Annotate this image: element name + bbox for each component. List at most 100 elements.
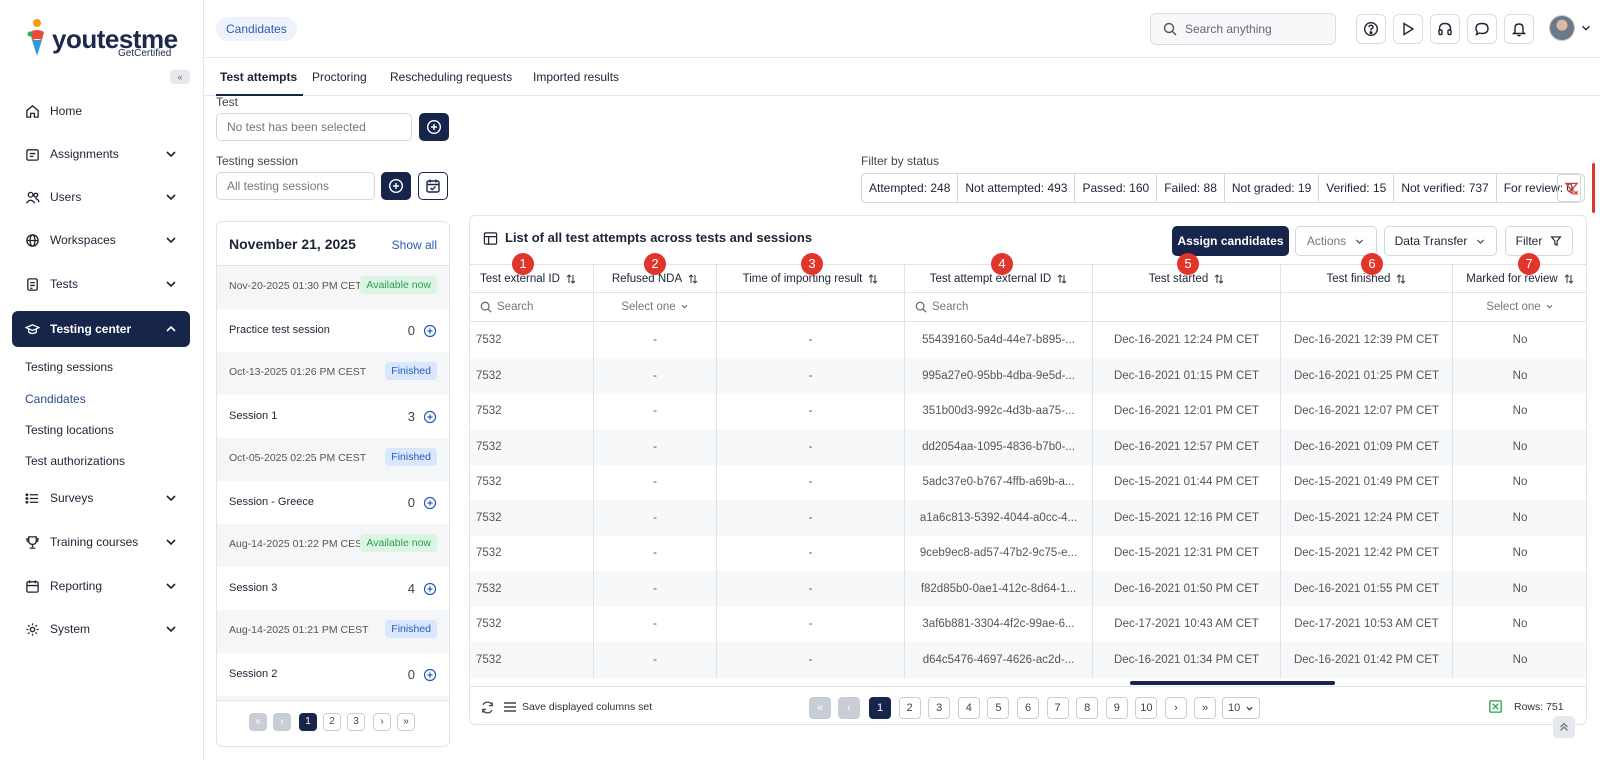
status-not-attempted[interactable]: Not attempted: 493 [958, 174, 1076, 202]
breadcrumb[interactable]: Candidates [216, 17, 297, 41]
columns-menu-icon[interactable] [503, 700, 517, 714]
page-button[interactable]: 6 [1017, 697, 1039, 719]
first-page-button[interactable]: « [249, 713, 267, 731]
save-columns-link[interactable]: Save displayed columns set [522, 701, 653, 713]
tab-imported-results[interactable]: Imported results [533, 70, 620, 84]
status-passed[interactable]: Passed: 160 [1075, 174, 1158, 202]
session-name-row[interactable]: Session - Greece 0 [217, 481, 449, 524]
session-card[interactable]: Aug-14-2025 01:22 PM CEST Available now … [217, 524, 449, 610]
column-header[interactable]: Test started 5 [1093, 253, 1281, 293]
add-candidate-icon[interactable] [423, 496, 437, 510]
sidebar-item-training-courses[interactable]: Training courses [12, 524, 190, 560]
prev-page-button[interactable]: ‹ [273, 713, 291, 731]
table-row[interactable]: 7532- -9ceb9ec8-ad57-47b2-9c75-e... Dec-15… [470, 535, 1586, 571]
sidebar-item-tests[interactable]: Tests [12, 266, 190, 302]
page-button[interactable]: 4 [957, 697, 980, 719]
clear-filter-button[interactable] [1557, 174, 1585, 202]
page-button[interactable]: 8 [1076, 697, 1099, 719]
table-row[interactable]: 7532- -3af6b881-3304-4f2c-99ae-6... Dec-17… [470, 606, 1586, 642]
status-for-review[interactable]: For review: 0 [1503, 181, 1574, 195]
calendar-view-button[interactable] [418, 172, 448, 200]
page-size-select[interactable]: 10 [1222, 697, 1260, 719]
page-button[interactable]: 2 [898, 697, 921, 719]
session-card[interactable]: Oct-13-2025 01:26 PM CEST Finished Sessi… [217, 352, 449, 438]
table-row[interactable]: 7532- -55439160-5a4d-44e7-b895-... Dec-16-… [470, 322, 1586, 358]
session-name-row[interactable]: Session 2 0 [217, 653, 449, 696]
tab-proctoring[interactable]: Proctoring [312, 70, 367, 84]
play-button[interactable] [1393, 14, 1423, 44]
add-candidate-icon[interactable] [423, 668, 437, 682]
page-button[interactable]: 10 [1135, 697, 1158, 719]
sort-icon[interactable] [862, 273, 878, 285]
subnav-testing-locations[interactable]: Testing locations [25, 423, 114, 437]
column-search-input[interactable]: Search [470, 301, 533, 313]
show-all-link[interactable]: Show all [391, 238, 437, 252]
test-select-input[interactable]: No test has been selected [216, 113, 412, 141]
last-page-button[interactable]: » [1194, 697, 1216, 719]
data-transfer-dropdown[interactable]: Data Transfer [1384, 226, 1497, 256]
testing-session-input[interactable]: All testing sessions [216, 172, 375, 200]
page-button[interactable]: 3 [928, 697, 951, 719]
tab-test-attempts[interactable]: Test attempts [216, 58, 303, 96]
add-candidate-icon[interactable] [423, 324, 437, 338]
subnav-testing-sessions[interactable]: Testing sessions [25, 360, 114, 374]
session-name-row[interactable]: Practice test session 0 [217, 309, 449, 352]
scroll-to-top-button[interactable] [1553, 716, 1575, 738]
assign-candidates-button[interactable]: Assign candidates [1172, 226, 1289, 256]
sidebar-item-testing-center[interactable]: Testing center [12, 311, 190, 347]
chat-button[interactable] [1467, 14, 1497, 44]
table-row[interactable]: 7532- -995a27e0-95bb-4dba-9e5d-... Dec-16-… [470, 357, 1586, 394]
add-candidate-icon[interactable] [423, 410, 437, 424]
page-scrollbar-thumb[interactable] [1592, 163, 1595, 213]
collapse-sidebar-button[interactable]: « [170, 70, 190, 84]
session-card[interactable]: Aug-14-2025 01:21 PM CEST Finished Sessi… [217, 610, 449, 696]
page-button[interactable]: 1 [869, 697, 891, 719]
page-button[interactable]: 2 [323, 713, 341, 731]
status-verified[interactable]: Verified: 15 [1319, 174, 1395, 202]
horizontal-scrollbar[interactable] [1130, 681, 1335, 685]
sidebar-item-surveys[interactable]: Surveys [12, 480, 190, 516]
page-button[interactable]: 9 [1105, 697, 1128, 719]
table-row[interactable]: 7532- - f82d85b0-0ae1-412c-8d64-1... Dec-16… [470, 570, 1586, 607]
column-header[interactable]: Test finished 6 [1281, 253, 1453, 293]
column-header[interactable]: Test attempt external ID 4 [905, 253, 1093, 293]
sidebar-item-system[interactable]: System [12, 611, 190, 647]
table-row[interactable]: 7532- - a1a6c813-5392-4044-a0cc-4... Dec-15… [470, 499, 1586, 536]
add-session-button[interactable] [381, 172, 411, 200]
column-header[interactable]: Refused NDA 2 [594, 253, 717, 293]
column-search-input[interactable]: Search [905, 301, 968, 313]
sort-icon[interactable] [1208, 273, 1224, 285]
prev-page-button[interactable]: ‹ [838, 697, 860, 719]
page-button[interactable]: 7 [1046, 697, 1069, 719]
table-row[interactable]: 7532- -5adc37e0-b767-4ffb-a69b-a... Dec-15… [470, 464, 1586, 500]
session-name-row[interactable]: Session 3 4 [217, 567, 449, 610]
filter-button[interactable]: Filter [1505, 226, 1573, 256]
help-button[interactable] [1356, 14, 1386, 44]
sidebar-item-home[interactable]: Home [12, 93, 190, 129]
column-select-filter[interactable]: Select one [594, 293, 716, 321]
page-vertical-scrollbar[interactable] [1591, 160, 1595, 720]
status-attempted[interactable]: Attempted: 248 [862, 174, 959, 202]
status-not-verified[interactable]: Not verified: 737 [1394, 174, 1497, 202]
sort-icon[interactable] [682, 273, 698, 285]
last-page-button[interactable]: » [397, 713, 415, 731]
chevron-down-icon[interactable] [1580, 22, 1592, 34]
next-page-button[interactable]: › [1165, 697, 1187, 719]
add-candidate-icon[interactable] [423, 582, 437, 596]
column-header[interactable]: Marked for review 7 [1453, 253, 1586, 293]
actions-dropdown[interactable]: Actions [1295, 226, 1377, 256]
subnav-candidates[interactable]: Candidates [25, 392, 86, 406]
table-row[interactable]: 7532- - d64c5476-4697-4626-ac2d-... Dec-16-… [470, 641, 1586, 678]
session-card[interactable]: Oct-05-2025 02:25 PM CEST Finished Sessi… [217, 438, 449, 524]
page-button[interactable]: 3 [347, 713, 365, 731]
column-header[interactable]: Time of importing result 3 [717, 253, 905, 293]
sort-icon[interactable] [1051, 273, 1067, 285]
sidebar-item-assignments[interactable]: Assignments [12, 136, 190, 172]
status-not-graded[interactable]: Not graded: 19 [1225, 174, 1320, 202]
brand-logo[interactable]: youtestme GetCertified [26, 18, 186, 64]
sort-icon[interactable] [1558, 273, 1574, 285]
session-name-row[interactable]: Session 1 3 [217, 395, 449, 438]
next-page-button[interactable]: › [373, 713, 391, 731]
excel-export-icon[interactable] [1488, 699, 1503, 714]
subnav-test-authorizations[interactable]: Test authorizations [25, 454, 126, 468]
